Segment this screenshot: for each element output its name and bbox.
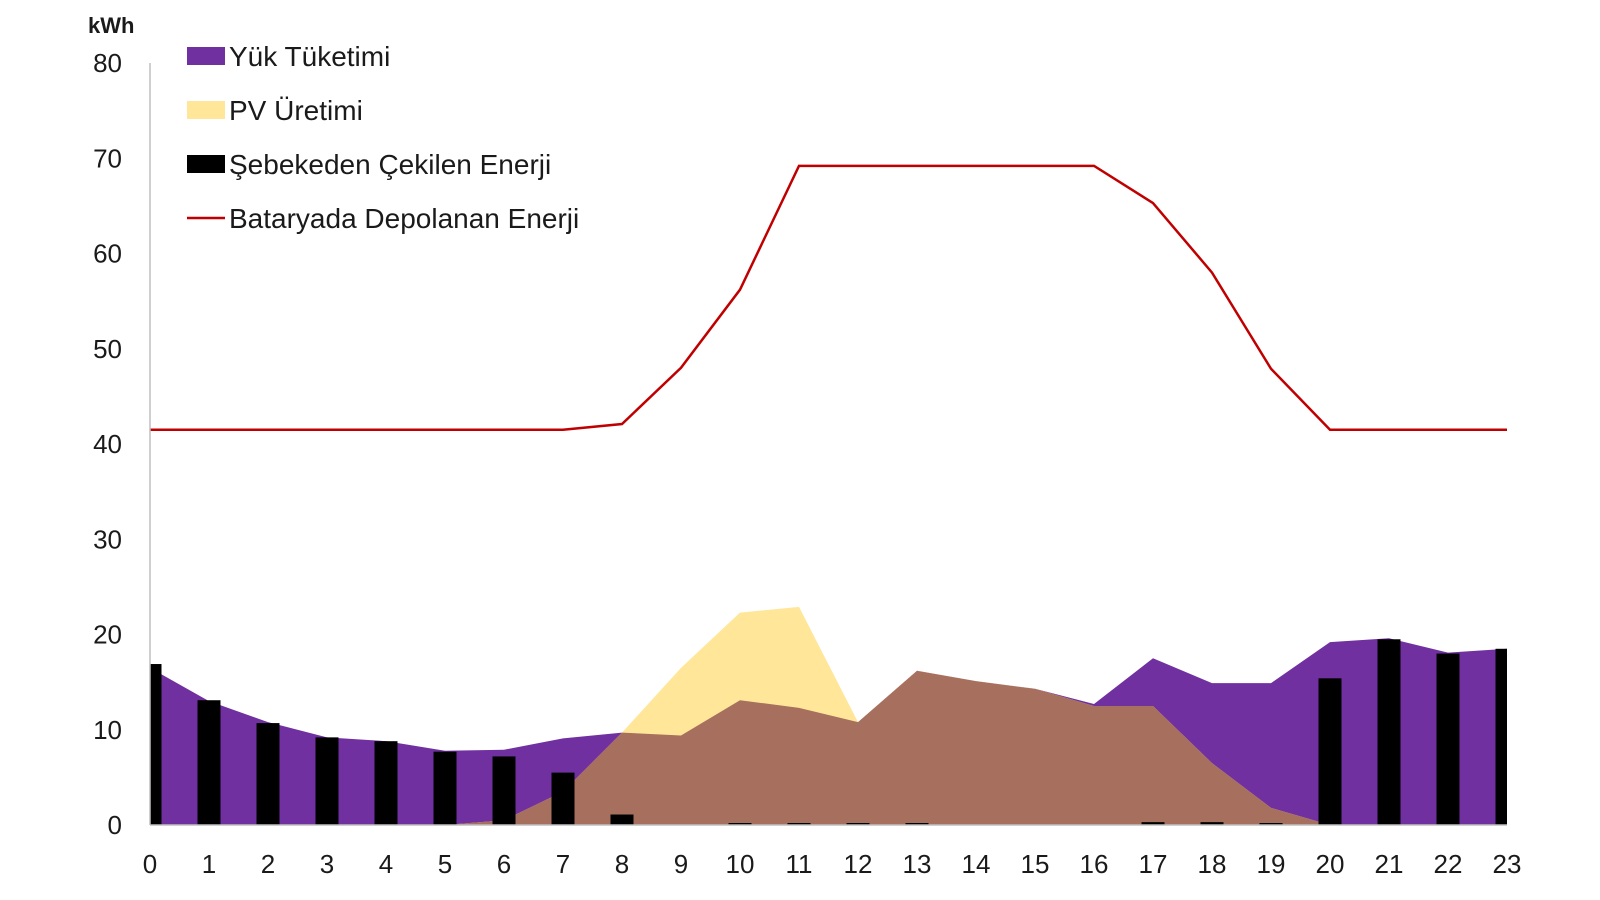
x-tick-label: 20 (1316, 849, 1345, 879)
grid-energy-bars-group (150, 639, 1507, 825)
x-tick-label: 9 (674, 849, 688, 879)
grid-energy-bar (315, 737, 339, 825)
grid-energy-bar (787, 823, 811, 825)
grid-energy-bar (150, 664, 162, 825)
y-tick-label: 40 (93, 429, 122, 459)
x-tick-label: 3 (320, 849, 334, 879)
x-tick-label: 17 (1139, 849, 1168, 879)
load-pv-overlap-area (150, 638, 1507, 825)
x-tick-label: 19 (1257, 849, 1286, 879)
grid-energy-bar (1436, 653, 1460, 825)
legend: Yük Tüketimi PV Üretimi Şebekeden Çekilen … (187, 41, 579, 234)
grid-energy-bar (610, 814, 634, 825)
x-tick-label: 6 (497, 849, 511, 879)
x-tick-label: 12 (844, 849, 873, 879)
x-tick-label: 1 (202, 849, 216, 879)
y-tick-label: 60 (93, 239, 122, 269)
grid-energy-bar (1377, 639, 1401, 825)
y-tick-label: 10 (93, 715, 122, 745)
x-tick-label: 5 (438, 849, 452, 879)
y-tick-label: 30 (93, 524, 122, 554)
x-tick-label: 14 (962, 849, 991, 879)
grid-energy-bar (551, 772, 575, 825)
x-tick-label: 10 (726, 849, 755, 879)
x-tick-label: 23 (1493, 849, 1522, 879)
grid-energy-bar (1318, 678, 1342, 825)
grid-energy-bar (905, 823, 929, 825)
battery-energy-line-group (150, 164, 1507, 431)
legend-label: Yük Tüketimi (229, 41, 390, 72)
y-axis-unit-label: kWh (88, 13, 134, 38)
grid-energy-bar (492, 756, 516, 825)
grid-energy-bar (433, 751, 457, 825)
legend-item-battery: Bataryada Depolanan Enerji (187, 203, 579, 234)
x-tick-label: 18 (1198, 849, 1227, 879)
legend-swatch (187, 155, 225, 173)
battery-energy-line (150, 164, 1507, 431)
x-tick-label: 15 (1021, 849, 1050, 879)
legend-label: Şebekeden Çekilen Enerji (229, 149, 551, 180)
grid-energy-bar (728, 823, 752, 825)
grid-energy-bar (1200, 822, 1224, 825)
y-tick-label: 80 (93, 48, 122, 78)
legend-item-load: Yük Tüketimi (187, 41, 390, 72)
legend-item-grid: Şebekeden Çekilen Enerji (187, 149, 551, 180)
legend-swatch (187, 47, 225, 65)
x-tick-label: 7 (556, 849, 570, 879)
x-tick-label: 16 (1080, 849, 1109, 879)
grid-energy-bar (1259, 823, 1283, 825)
x-tick-label: 0 (143, 849, 157, 879)
y-tick-label: 50 (93, 334, 122, 364)
x-tick-label: 13 (903, 849, 932, 879)
x-tick-label: 2 (261, 849, 275, 879)
x-tick-label: 22 (1434, 849, 1463, 879)
x-tick-label: 8 (615, 849, 629, 879)
grid-energy-bar (374, 741, 398, 825)
grid-energy-bar (256, 723, 280, 825)
x-tick-label: 11 (786, 849, 813, 879)
y-tick-label: 0 (108, 810, 122, 840)
x-tick-label: 4 (379, 849, 393, 879)
overlap-area-group (150, 638, 1507, 825)
legend-label: PV Üretimi (229, 95, 363, 126)
grid-energy-bar (846, 823, 870, 825)
grid-energy-bar (197, 700, 221, 825)
y-tick-label: 20 (93, 620, 122, 650)
legend-swatch (187, 101, 225, 119)
y-tick-label: 70 (93, 143, 122, 173)
x-tick-label: 21 (1375, 849, 1404, 879)
grid-energy-bar (1141, 822, 1165, 825)
grid-energy-bar (1495, 648, 1507, 825)
legend-item-pv: PV Üretimi (187, 95, 363, 126)
legend-label: Bataryada Depolanan Enerji (229, 203, 579, 234)
